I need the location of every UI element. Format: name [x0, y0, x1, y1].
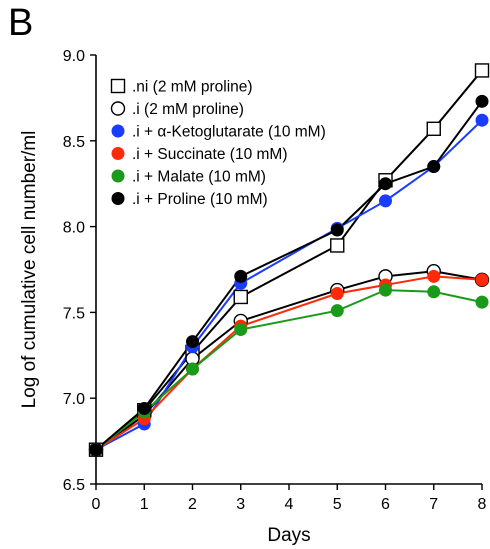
x-axis-title: Days	[267, 525, 310, 546]
data-point	[330, 287, 344, 301]
legend-item: .i + Succinate (10 mM)	[111, 146, 287, 163]
data-point	[137, 401, 151, 415]
legend-item: .ni (2 mM proline)	[110, 78, 253, 96]
x-tick-label: 7	[429, 496, 438, 513]
data-point	[330, 223, 344, 237]
chart-legend: .ni (2 mM proline) .i (2 mM proline) .i + …	[110, 78, 326, 208]
legend-item: .i + α-Ketoglutarate (10 mM)	[111, 124, 326, 141]
x-tick-label: 4	[285, 496, 294, 513]
x-tick-label: 5	[333, 496, 342, 513]
data-point	[330, 238, 345, 253]
legend-marker	[110, 101, 126, 116]
legend-label: .i + α-Ketoglutarate (10 mM)	[132, 124, 326, 141]
data-point	[379, 194, 392, 208]
data-point	[233, 289, 248, 305]
series-line-5	[95, 100, 483, 451]
x-tick-label: 0	[92, 496, 101, 513]
series-line-1	[95, 270, 483, 451]
data-point	[474, 63, 490, 78]
y-axis-title: Log of cumulative cell number/ml	[19, 131, 40, 409]
data-point	[186, 362, 199, 376]
y-tick-label: 8.5	[63, 134, 85, 151]
legend-marker	[110, 78, 126, 94]
legend-marker	[111, 192, 125, 205]
legend-marker	[111, 169, 125, 183]
legend-item: .i + Proline (10 mM)	[111, 191, 268, 208]
y-tick-label: 7.5	[63, 305, 85, 322]
series-line-4	[95, 289, 483, 451]
data-point	[475, 273, 489, 287]
legend-marker	[111, 147, 125, 160]
x-tick-label: 6	[381, 496, 390, 513]
series-markers	[88, 63, 490, 457]
data-point	[427, 269, 441, 283]
data-point	[475, 295, 489, 309]
series-line-3	[95, 275, 483, 451]
data-point	[379, 177, 392, 191]
y-tick-label: 6.5	[63, 477, 85, 494]
data-point	[89, 443, 103, 457]
series-line-0	[95, 69, 483, 451]
y-tick-label: 9.0	[63, 48, 85, 65]
legend-label: .i + Proline (10 mM)	[132, 191, 268, 208]
data-point	[234, 269, 248, 283]
x-tick-label: 1	[140, 496, 149, 513]
y-tick-label: 7.0	[63, 391, 85, 408]
legend-marker	[111, 124, 125, 138]
data-point	[379, 283, 392, 297]
data-point	[186, 335, 199, 349]
x-tick-label: 3	[236, 496, 245, 513]
legend-item: .i (2 mM proline)	[110, 101, 244, 118]
data-point	[427, 285, 441, 299]
x-tick-label: 2	[188, 496, 197, 513]
chart-axes: 0 1 2 3 4 5 6 7 8 6.5 7.0 7.5 8.0 8.5 9.0	[63, 48, 487, 513]
legend-label: .i + Succinate (10 mM)	[132, 146, 287, 163]
data-point	[426, 121, 441, 136]
data-point	[330, 304, 344, 318]
series-markers-3	[89, 269, 489, 457]
data-point	[234, 323, 248, 337]
y-tick-label: 8.0	[63, 220, 85, 237]
panel-label: B	[8, 2, 34, 44]
legend-label: .i + Malate (10 mM)	[132, 169, 266, 186]
legend-label: .i (2 mM proline)	[132, 101, 244, 118]
legend-label: .ni (2 mM proline)	[132, 79, 253, 96]
data-point	[475, 94, 489, 108]
series-lines	[95, 69, 483, 451]
data-point	[427, 160, 441, 174]
legend-item: .i + Malate (10 mM)	[111, 169, 266, 186]
x-tick-label: 8	[478, 496, 487, 513]
series-markers-5	[89, 94, 489, 457]
data-point	[475, 113, 489, 127]
